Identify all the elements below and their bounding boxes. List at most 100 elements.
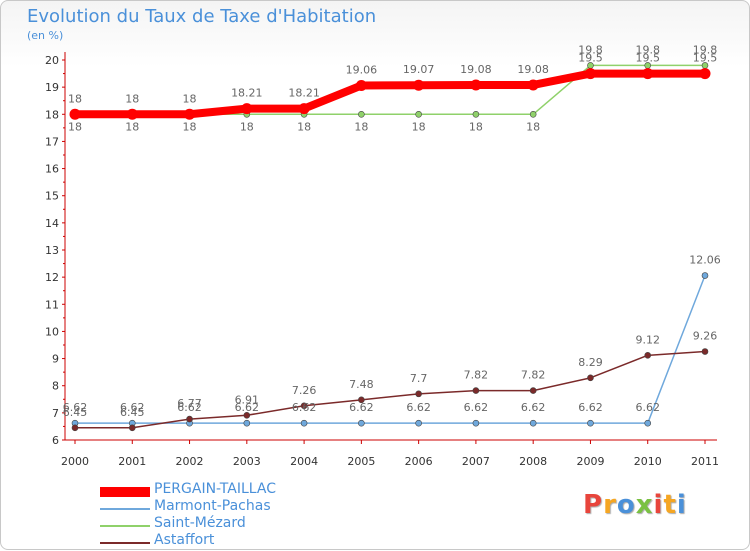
legend-label: Astaffort	[154, 532, 215, 548]
series-point-2	[529, 110, 537, 118]
x-tick-label: 2010	[634, 455, 662, 468]
series-point-0	[584, 68, 596, 80]
proxiti-logo: Proxiti	[583, 490, 687, 520]
axes: 6 7 8 9 10 11 12 13 14 15 16 17 18 19 20 2000 2001 2002 20…	[45, 52, 719, 468]
y-tick-label: 9	[52, 353, 59, 366]
y-tick-label: 6	[52, 434, 59, 447]
y-tick-label: 11	[45, 298, 59, 311]
series-point-1	[415, 419, 422, 427]
data-label-2: 18	[297, 120, 311, 133]
series-point-2	[415, 110, 422, 118]
data-label-0: 19.08	[460, 63, 492, 76]
data-label-2: 18	[125, 120, 139, 133]
series-point-1	[472, 419, 480, 427]
data-label-2: 18	[354, 120, 368, 133]
series-point-0	[470, 79, 482, 91]
series-point-1	[243, 419, 251, 427]
y-tick-label: 16	[45, 163, 59, 176]
data-label-3: 9.12	[635, 333, 660, 346]
data-label-3: 7.82	[464, 369, 489, 382]
data-label-0: 18	[68, 92, 82, 105]
series-layer	[69, 62, 711, 432]
x-tick-label: 2000	[61, 455, 89, 468]
y-tick-label: 20	[45, 54, 59, 67]
series-point-3	[472, 387, 480, 394]
data-label-2: 18	[68, 120, 82, 133]
series-point-3	[644, 352, 652, 359]
series-point-0	[355, 80, 367, 92]
y-tick-label: 17	[45, 135, 59, 148]
data-label-1: 6.62	[464, 401, 489, 414]
series-point-0	[241, 103, 253, 115]
data-label-0: 19.08	[517, 63, 549, 76]
data-label-1: 6.62	[120, 401, 145, 414]
data-label-1: 12.06	[689, 254, 721, 267]
data-label-3: 7.26	[292, 384, 317, 397]
data-label-3: 6.45	[63, 406, 88, 419]
data-label-0: 19.5	[635, 52, 660, 65]
y-tick-label: 15	[45, 190, 59, 203]
y-tick-label: 12	[45, 271, 59, 284]
data-label-3: 6.45	[120, 406, 145, 419]
x-tick-label: 2002	[176, 455, 204, 468]
series-point-0	[69, 108, 81, 120]
data-label-2: 19.8	[635, 43, 660, 56]
data-label-1: 6.62	[63, 401, 88, 414]
data-label-0: 19.5	[693, 52, 718, 65]
series-point-3	[71, 424, 79, 432]
y-tick-label: 18	[45, 108, 59, 121]
data-label-3: 6.91	[235, 393, 260, 406]
series-point-3	[415, 390, 422, 398]
y-tick-label: 13	[45, 244, 59, 257]
data-label-1: 6.62	[292, 401, 317, 414]
series-point-3	[186, 415, 193, 423]
legend-swatch	[100, 542, 150, 544]
data-label-0: 19.07	[403, 63, 435, 76]
legend-label: Marmont-Pachas	[154, 498, 271, 514]
legend-swatch	[100, 508, 150, 510]
data-label-2: 18	[183, 120, 197, 133]
unit-label: (en %)	[27, 29, 64, 42]
data-label-1: 6.62	[578, 401, 603, 414]
data-label-0: 19.06	[346, 64, 378, 77]
data-label-2: 19.8	[578, 43, 603, 56]
chart-title: Evolution du Taux de Taxe d'Habitation	[27, 6, 377, 27]
series-point-1	[358, 419, 365, 427]
y-tick-label: 14	[45, 217, 59, 230]
series-point-1	[300, 419, 308, 427]
series-line-1	[74, 274, 706, 424]
series-point-3	[243, 411, 251, 419]
x-tick-label: 2008	[519, 455, 547, 468]
x-tick-label: 2003	[233, 455, 261, 468]
data-label-1: 6.62	[521, 401, 546, 414]
series-point-3	[300, 402, 308, 410]
legend-label: PERGAIN-TAILLAC	[154, 481, 277, 497]
data-label-0: 19.5	[578, 52, 603, 65]
data-label-3: 6.77	[177, 397, 202, 410]
series-point-1	[529, 419, 537, 427]
series-point-0	[184, 108, 196, 120]
series-point-0	[126, 108, 138, 120]
series-point-3	[701, 348, 709, 355]
legend-swatch	[100, 525, 150, 527]
series-point-0	[642, 68, 654, 80]
series-point-0	[699, 68, 711, 80]
series-point-2	[358, 110, 365, 118]
series-line-0	[71, 69, 709, 119]
x-tick-label: 2009	[576, 455, 604, 468]
series-point-0	[298, 103, 310, 115]
y-tick-label: 7	[52, 407, 59, 420]
series-point-0	[413, 79, 425, 91]
data-label-1: 6.62	[177, 401, 202, 414]
data-label-3: 7.82	[521, 369, 546, 382]
x-tick-label: 2006	[405, 455, 433, 468]
data-label-3: 7.7	[410, 372, 428, 385]
data-label-2: 18	[240, 120, 254, 133]
legend-label: Saint-Mézard	[154, 515, 246, 531]
data-label-2: 19.8	[693, 43, 718, 56]
series-point-3	[529, 387, 537, 394]
data-label-2: 18	[469, 120, 483, 133]
x-tick-label: 2005	[347, 455, 375, 468]
